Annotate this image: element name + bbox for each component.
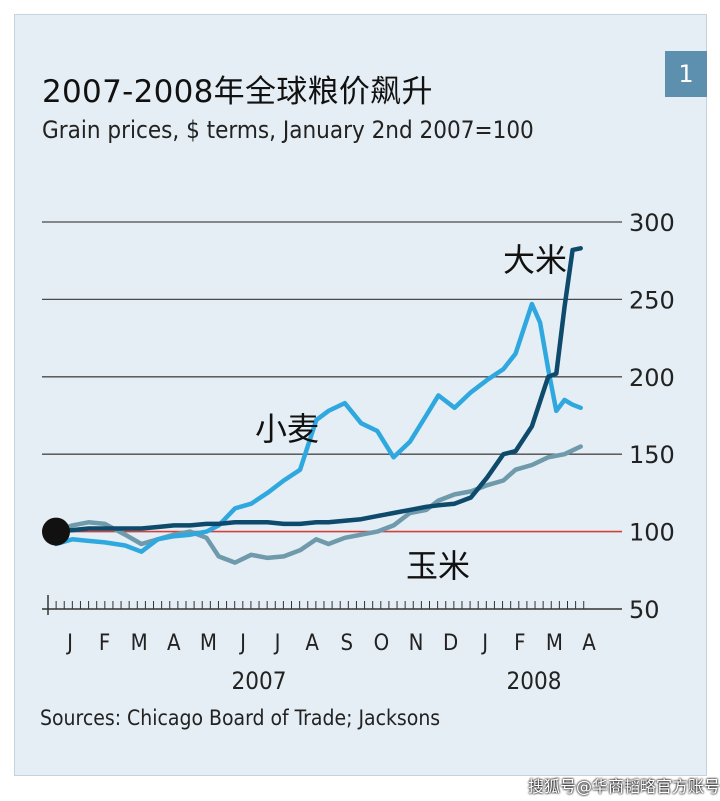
x-tick-label: M [546, 631, 563, 656]
series-line-大米 [53, 246, 583, 534]
y-tick-label: 200 [629, 364, 675, 392]
year-label: 2007 [232, 667, 287, 695]
x-tick-label: M [131, 631, 148, 656]
x-tick-label: A [167, 631, 181, 656]
x-tick-label: F [99, 631, 110, 656]
x-tick-label: A [305, 631, 319, 656]
chart-panel [14, 14, 707, 776]
x-tick-label: J [238, 631, 246, 656]
start-marker-dot [42, 517, 70, 546]
y-tick-label: 50 [629, 596, 660, 624]
year-label: 2008 [507, 667, 562, 695]
chart-title: 2007-2008年全球粮价飙升 [42, 74, 433, 110]
source-note: Sources: Chicago Board of Trade; Jackson… [40, 706, 441, 730]
series-label: 大米 [503, 241, 567, 279]
y-tick-label: 150 [629, 441, 675, 469]
y-tick-label: 100 [629, 519, 675, 547]
chart-subtitle: Grain prices, $ terms, January 2nd 2007=… [42, 116, 534, 144]
y-tick-label: 250 [629, 286, 675, 314]
series-line-玉米 [53, 444, 583, 565]
x-tick-label: J [273, 631, 281, 656]
x-tick-label: N [409, 631, 424, 656]
figure-number-badge: 1 [665, 51, 707, 97]
series-label: 玉米 [406, 547, 470, 585]
x-tick-label: J [65, 631, 73, 656]
x-tick-label: O [374, 631, 390, 656]
watermark: 搜狐号@华商韬略官方账号 [528, 777, 720, 796]
x-tick-label: A [582, 631, 596, 656]
x-tick-label: J [480, 631, 488, 656]
series-line-小麦 [53, 301, 583, 554]
series-label: 小麦 [255, 410, 319, 448]
x-tick-label: S [341, 631, 354, 656]
x-tick-label: F [514, 631, 525, 656]
y-tick-label: 300 [629, 209, 675, 237]
x-tick-label: M [200, 631, 217, 656]
x-tick-label: D [443, 631, 458, 656]
